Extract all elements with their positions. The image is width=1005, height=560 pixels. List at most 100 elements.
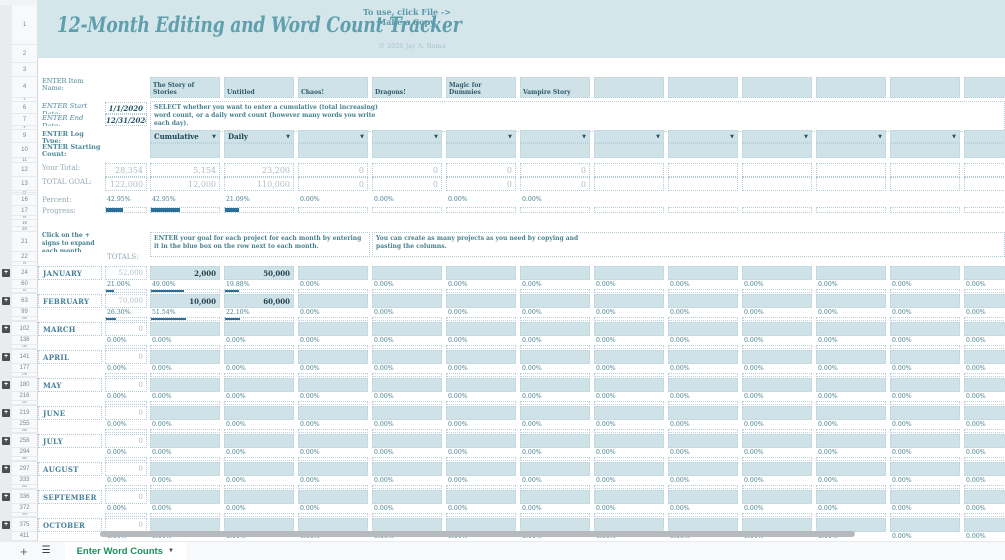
month-goal-cell[interactable] <box>668 378 738 392</box>
month-goal-cell[interactable] <box>816 266 886 280</box>
row-header[interactable]: 22 <box>12 252 38 262</box>
row-header[interactable]: 295 <box>12 457 38 461</box>
row-header[interactable]: 12 <box>12 163 38 177</box>
month-goal-cell[interactable] <box>150 378 220 392</box>
row-header[interactable]: 15 <box>12 193 38 195</box>
expand-month-button[interactable]: + <box>2 297 10 305</box>
dropdown-arrow-icon[interactable]: ▼ <box>804 133 808 140</box>
month-goal-cell[interactable] <box>668 266 738 280</box>
dropdown-arrow-icon[interactable]: ▼ <box>952 133 956 140</box>
row-header[interactable]: 62 <box>12 293 38 294</box>
row-header[interactable]: 102 <box>12 322 38 336</box>
month-goal-cell[interactable] <box>742 406 812 420</box>
row-header[interactable]: 179 <box>12 377 38 378</box>
log-type-dropdown[interactable]: ▼ <box>520 130 590 143</box>
row-header[interactable]: 335 <box>12 489 38 490</box>
month-goal-cell[interactable] <box>446 490 516 504</box>
month-goal-cell[interactable] <box>446 322 516 336</box>
month-goal-cell[interactable] <box>372 406 442 420</box>
month-total-cell[interactable]: 70,000 <box>105 294 147 308</box>
row-header[interactable]: 2 <box>12 45 38 63</box>
month-goal-cell[interactable] <box>446 350 516 364</box>
expand-month-button[interactable]: + <box>2 381 10 389</box>
row-header[interactable]: 141 <box>12 350 38 364</box>
total_goal-cell[interactable] <box>890 177 960 191</box>
month-goal-cell[interactable] <box>446 294 516 308</box>
starting-count-cell[interactable] <box>668 143 738 158</box>
month-goal-cell[interactable] <box>150 462 220 476</box>
month-goal-cell[interactable] <box>594 406 664 420</box>
all-sheets-icon[interactable]: ☰ <box>41 545 51 556</box>
total_goal-cell[interactable] <box>668 177 738 191</box>
row-header[interactable]: 219 <box>12 406 38 420</box>
month-goal-cell[interactable] <box>890 378 960 392</box>
starting-count-cell[interactable] <box>298 143 368 158</box>
starting-count-cell[interactable] <box>224 143 294 158</box>
month-goal-cell[interactable] <box>742 322 812 336</box>
month-goal-cell[interactable] <box>742 434 812 448</box>
row-header[interactable]: 138 <box>12 336 38 345</box>
month-goal-cell[interactable] <box>816 406 886 420</box>
project-name-header[interactable] <box>890 77 960 98</box>
month-goal-cell[interactable] <box>742 518 812 532</box>
row-header[interactable]: 9 <box>12 130 38 143</box>
month-total-cell[interactable]: 0 <box>105 406 147 420</box>
month-goal-cell[interactable] <box>964 322 1005 336</box>
month-goal-cell[interactable] <box>668 490 738 504</box>
month-goal-cell[interactable] <box>150 490 220 504</box>
month-goal-cell[interactable] <box>964 490 1005 504</box>
month-goal-cell[interactable] <box>224 378 294 392</box>
row-header[interactable]: 296 <box>12 461 38 462</box>
starting-count-cell[interactable] <box>150 143 220 158</box>
month-goal-cell[interactable] <box>298 378 368 392</box>
month-total-cell[interactable]: 0 <box>105 490 147 504</box>
month-goal-cell[interactable] <box>298 434 368 448</box>
month-goal-cell[interactable] <box>224 350 294 364</box>
month-goal-cell[interactable] <box>372 322 442 336</box>
log-type-dropdown[interactable]: ▼ <box>890 130 960 143</box>
your_total-cell[interactable]: 5,154 <box>150 163 220 177</box>
month-goal-cell[interactable] <box>372 434 442 448</box>
month-goal-cell[interactable] <box>150 406 220 420</box>
month-goal-cell[interactable] <box>372 518 442 532</box>
month-goal-cell[interactable] <box>520 294 590 308</box>
month-goal-cell[interactable] <box>372 462 442 476</box>
your_total-cell[interactable]: 0 <box>446 163 516 177</box>
month-goal-cell[interactable] <box>298 490 368 504</box>
overall-your_total-cell[interactable]: 28,354 <box>105 163 147 177</box>
month-goal-cell[interactable] <box>372 266 442 280</box>
row-header[interactable]: 297 <box>12 462 38 476</box>
month-goal-cell[interactable] <box>816 294 886 308</box>
month-goal-cell[interactable] <box>372 350 442 364</box>
month-goal-cell[interactable] <box>594 518 664 532</box>
sheet-tab[interactable]: Enter Word Counts ▼ <box>64 542 186 560</box>
month-goal-cell[interactable]: 50,000 <box>224 266 294 280</box>
row-header[interactable]: 334 <box>12 485 38 489</box>
month-goal-cell[interactable] <box>594 322 664 336</box>
your_total-cell[interactable]: 0 <box>520 163 590 177</box>
log-type-dropdown[interactable]: ▼ <box>816 130 886 143</box>
month-goal-cell[interactable] <box>816 350 886 364</box>
total_goal-cell[interactable]: 0 <box>446 177 516 191</box>
row-header[interactable]: 180 <box>12 378 38 392</box>
horizontal-scrollbar[interactable] <box>100 531 855 537</box>
row-header[interactable]: 257 <box>12 433 38 434</box>
row-header[interactable]: 373 <box>12 513 38 517</box>
month-goal-cell[interactable] <box>520 266 590 280</box>
month-goal-cell[interactable] <box>224 434 294 448</box>
row-header[interactable]: 61 <box>12 289 38 293</box>
log-type-dropdown[interactable]: ▼ <box>964 130 1005 143</box>
row-header[interactable]: 216 <box>12 392 38 401</box>
month-goal-cell[interactable] <box>446 378 516 392</box>
row-header[interactable]: 217 <box>12 401 38 405</box>
row-header[interactable]: 177 <box>12 364 38 373</box>
expand-month-button[interactable]: + <box>2 521 10 529</box>
row-header[interactable]: 63 <box>12 294 38 308</box>
your_total-cell[interactable]: 0 <box>298 163 368 177</box>
month-goal-cell[interactable] <box>298 294 368 308</box>
row-header[interactable]: 8 <box>12 126 38 130</box>
dropdown-arrow-icon[interactable]: ▼ <box>730 133 734 140</box>
month-goal-cell[interactable] <box>742 294 812 308</box>
month-goal-cell[interactable] <box>224 406 294 420</box>
row-header[interactable]: 100 <box>12 317 38 321</box>
